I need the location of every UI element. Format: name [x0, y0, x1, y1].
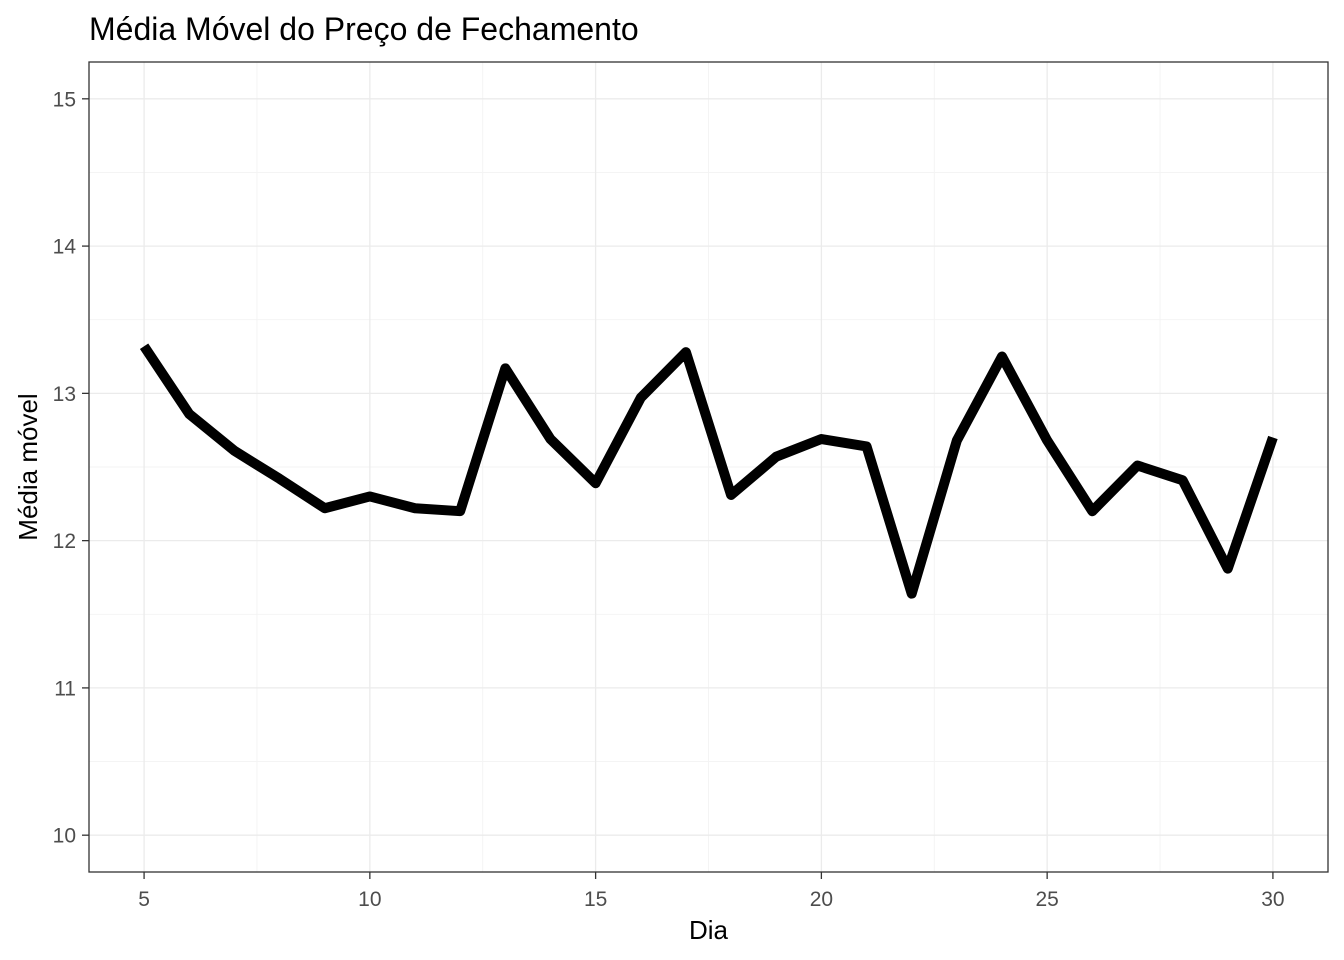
x-tick-label: 5	[138, 888, 150, 911]
y-tick-label: 10	[53, 825, 76, 848]
x-tick-label: 15	[584, 888, 607, 911]
y-tick-label: 12	[53, 530, 76, 553]
minor-gridlines	[89, 62, 1328, 872]
series-line-0	[139, 343, 1278, 599]
chart-title: Média Móvel do Preço de Fechamento	[89, 11, 639, 47]
y-tick-label: 14	[53, 236, 77, 259]
x-tick-label: 25	[1035, 888, 1058, 911]
major-gridlines	[89, 62, 1328, 872]
x-axis: 5 10 15 20 25 30	[138, 872, 1285, 911]
y-tick-label: 13	[53, 383, 76, 406]
y-axis: 10 11 12 13 14 15	[53, 88, 89, 848]
y-tick-label: 11	[54, 677, 76, 700]
x-axis-title: Dia	[689, 915, 729, 945]
y-axis-title: Média móvel	[13, 393, 43, 540]
x-tick-label: 10	[358, 888, 381, 911]
x-tick-label: 30	[1261, 888, 1284, 911]
plot-panel-border	[88, 61, 1329, 873]
x-tick-label: 20	[810, 888, 833, 911]
y-tick-label: 15	[53, 88, 76, 111]
series-layer	[139, 343, 1278, 599]
